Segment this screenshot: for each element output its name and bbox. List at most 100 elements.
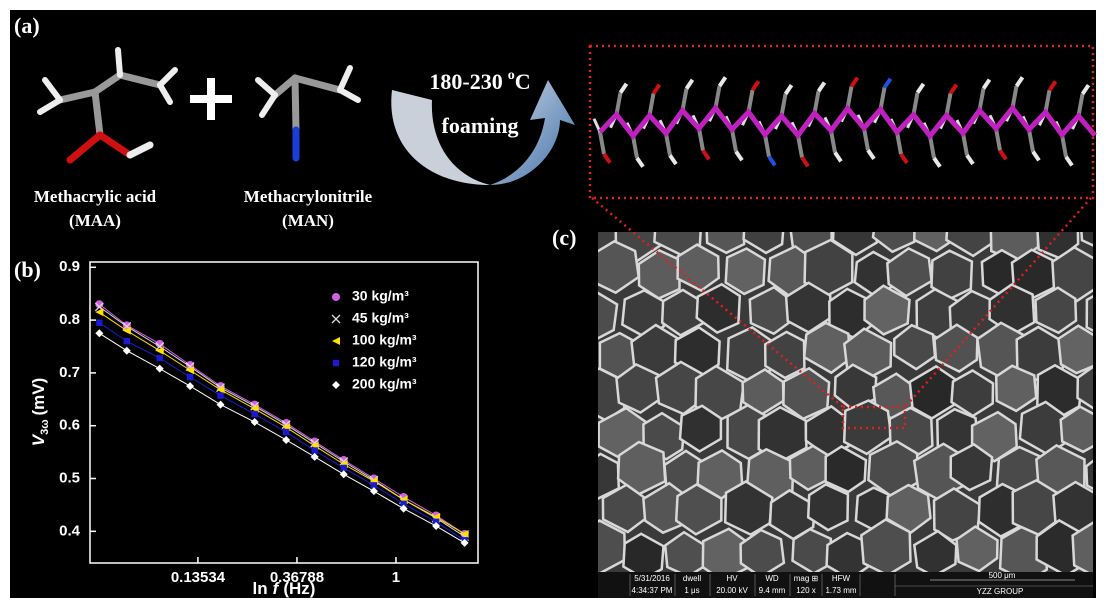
foam-cell xyxy=(1059,405,1093,454)
side-group xyxy=(1027,129,1035,152)
data-point xyxy=(250,418,259,427)
side-group xyxy=(1043,89,1052,113)
foam-cell xyxy=(622,532,665,572)
sem-value: 1 μs xyxy=(684,586,699,595)
legend-marker xyxy=(332,359,340,367)
atom-bond xyxy=(1014,76,1025,88)
foam-cell xyxy=(1057,324,1093,375)
data-point xyxy=(96,319,103,326)
foam-cell xyxy=(949,442,994,492)
foam-cell xyxy=(1085,294,1093,333)
atom-bond xyxy=(1047,80,1058,92)
side-group xyxy=(928,135,936,159)
data-point xyxy=(339,470,348,479)
sem-label: mag ⊞ xyxy=(794,574,819,583)
zoom-line xyxy=(904,197,1092,408)
side-group xyxy=(664,132,672,156)
data-point xyxy=(460,538,469,547)
data-point xyxy=(186,360,195,369)
atom-bond xyxy=(668,154,678,166)
legend-marker xyxy=(331,314,341,324)
sem-info xyxy=(629,574,1093,596)
foam-cell xyxy=(674,482,723,536)
x-tick-label: 0.13534 xyxy=(171,569,226,586)
foam-cell xyxy=(802,321,852,375)
unit: C xyxy=(515,69,531,94)
x-prefix: ln xyxy=(253,579,268,598)
atom-bond xyxy=(816,81,827,93)
foam-cell xyxy=(739,528,786,572)
legend-marker xyxy=(332,337,340,345)
data-point xyxy=(432,518,440,526)
atom-bond xyxy=(684,78,695,90)
data-point xyxy=(311,447,318,454)
foam-cell xyxy=(1076,365,1093,410)
foam-cell xyxy=(791,527,833,572)
legend-label: 100 kg/m³ xyxy=(352,332,417,348)
sem-label: WD xyxy=(765,574,779,583)
foam-cell xyxy=(1095,246,1106,301)
side-group xyxy=(1010,85,1019,109)
atom-bond xyxy=(767,155,777,167)
molecule-abbr: (MAN) xyxy=(282,211,334,230)
backbone xyxy=(598,104,1097,141)
atom-bond xyxy=(734,150,744,162)
data-point xyxy=(432,522,441,531)
data-point xyxy=(216,385,225,394)
zoom-box xyxy=(588,44,1095,200)
y-axis-label: V3ω (mV) xyxy=(29,378,50,447)
side-group xyxy=(614,92,623,115)
x-unit: (Hz) xyxy=(283,579,315,598)
foam-cell xyxy=(723,480,774,537)
sem-label: dwell xyxy=(683,574,701,583)
x-tick-label: 0.36788 xyxy=(270,569,324,586)
data-point xyxy=(156,354,163,362)
data-point xyxy=(186,373,194,381)
data-point xyxy=(123,338,131,345)
sem-group: YZZ GROUP xyxy=(977,587,1024,596)
foam-cell xyxy=(705,232,746,255)
y-unit: (mV) xyxy=(29,378,48,416)
side-group xyxy=(961,132,969,156)
foam-cell xyxy=(724,247,767,296)
reaction-temperature: 180-230 oC xyxy=(429,68,530,94)
atom-bond xyxy=(998,149,1008,161)
sem-value: 9.4 mm xyxy=(759,586,786,595)
side-group xyxy=(1060,134,1068,158)
atom-bond xyxy=(1064,155,1074,167)
side-group xyxy=(763,134,771,157)
y-tick-label: 0.6 xyxy=(59,417,80,434)
sem-label: HV xyxy=(726,574,738,583)
data-point xyxy=(369,487,378,496)
foam-cell xyxy=(945,232,994,258)
x-axis-label: ln f (Hz) xyxy=(253,579,316,598)
foam-cell xyxy=(676,243,720,293)
atom-bond xyxy=(717,76,728,88)
atom-bond xyxy=(932,156,942,168)
atom-bond xyxy=(981,78,992,90)
foam-cell xyxy=(598,291,619,340)
atom-bond xyxy=(899,153,909,165)
atom-bond xyxy=(783,84,794,96)
side-group xyxy=(598,131,606,155)
foam-cell xyxy=(994,364,1038,413)
data-point xyxy=(251,410,258,418)
y-tick-label: 0.8 xyxy=(59,311,80,328)
data-point xyxy=(155,364,164,373)
atom-bond xyxy=(701,149,711,161)
data-point xyxy=(340,464,347,472)
data-point xyxy=(310,452,319,461)
atom-bond xyxy=(833,151,843,163)
polymer-chain xyxy=(592,76,1097,168)
foam-cell xyxy=(1080,232,1093,247)
foam-cell xyxy=(695,282,742,335)
molecule-abbr: (MAA) xyxy=(69,211,121,230)
atom-bond xyxy=(800,156,810,168)
side-group xyxy=(713,85,722,109)
atom-bond xyxy=(651,83,662,95)
side-group xyxy=(895,131,903,155)
temperature: 180-230 xyxy=(429,69,502,94)
foam-cell xyxy=(763,330,806,380)
data-point xyxy=(399,504,408,513)
